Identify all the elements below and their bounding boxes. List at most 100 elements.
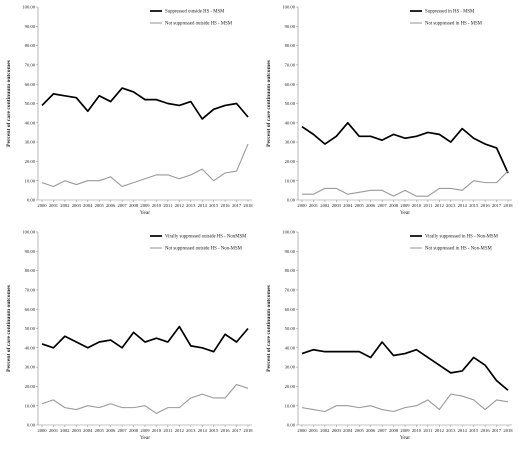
x-tick-label: 2014 xyxy=(198,428,208,433)
x-tick-label: 2013 xyxy=(446,428,456,433)
y-tick-label: 90.00 xyxy=(25,24,36,29)
x-tick-label: 2000 xyxy=(37,203,47,208)
x-tick-label: 2002 xyxy=(60,203,70,208)
x-tick-label: 2006 xyxy=(106,428,116,433)
x-tick-label: 2005 xyxy=(95,428,105,433)
y-tick-label: 60.00 xyxy=(285,82,296,87)
x-tick-label: 2000 xyxy=(297,203,307,208)
y-tick-label: 0.00 xyxy=(27,423,36,428)
x-tick-label: 2015 xyxy=(469,203,479,208)
y-tick-label: 100.00 xyxy=(282,230,295,235)
x-tick-label: 2009 xyxy=(400,203,410,208)
line-chart-1: 0.00 10.00 20.00 30.00 40.00 50.00 60.00 70.00 8… xyxy=(6,5,253,216)
y-tick-label: 90.00 xyxy=(285,249,296,254)
chart-panel-3: 0.00 10.00 20.00 30.00 40.00 50.00 60.00 70.00 8… xyxy=(0,225,260,450)
x-tick-label: 2001 xyxy=(309,203,319,208)
x-tick-label: 2007 xyxy=(378,428,388,433)
x-tick-label: 2004 xyxy=(83,428,93,433)
x-tick-label: 2004 xyxy=(343,428,353,433)
x-tick-label: 2001 xyxy=(49,428,59,433)
x-tick-label: 2005 xyxy=(355,428,365,433)
y-tick-label: 90.00 xyxy=(285,24,296,29)
x-tick-label: 2002 xyxy=(320,428,330,433)
legend-label-2: Not suppressed in HS - Non-MSM xyxy=(425,247,492,252)
y-tick-label: 70.00 xyxy=(285,288,296,293)
series-line-2 xyxy=(302,170,509,197)
y-tick-label: 50.00 xyxy=(25,326,36,331)
y-tick-label: 80.00 xyxy=(25,268,36,273)
x-tick-label: 2012 xyxy=(435,428,445,433)
x-tick-label: 2004 xyxy=(343,203,353,208)
y-tick-label: 40.00 xyxy=(285,120,296,125)
series-line-1 xyxy=(41,87,249,120)
y-axis-label: Percent of care continuum outcomes xyxy=(6,59,12,147)
x-tick-label: 2015 xyxy=(209,203,219,208)
line-chart-4: 0.00 10.00 20.00 30.00 40.00 50.00 60.00 70.00 8… xyxy=(266,230,513,441)
y-tick-label: 70.00 xyxy=(285,63,296,68)
x-tick-label: 2007 xyxy=(378,203,388,208)
x-tick-label: 2012 xyxy=(435,203,445,208)
legend-label-2: Not suppressed outside HS - Non-MSM xyxy=(165,247,243,252)
x-tick-label: 2015 xyxy=(209,428,219,433)
x-tick-label: 2011 xyxy=(163,428,173,433)
x-tick-label: 2017 xyxy=(492,203,502,208)
y-tick-label: 30.00 xyxy=(25,365,36,370)
y-tick-label: 10.00 xyxy=(25,178,36,183)
x-tick-label: 2008 xyxy=(129,203,139,208)
y-axis-label: Percent of care continuum outcomes xyxy=(6,284,12,372)
x-tick-label: 2014 xyxy=(198,203,208,208)
y-tick-label: 80.00 xyxy=(25,43,36,48)
x-tick-label: 2014 xyxy=(458,428,468,433)
x-tick-label: 2006 xyxy=(106,203,116,208)
y-tick-label: 60.00 xyxy=(25,307,36,312)
series-line-1 xyxy=(41,325,249,353)
series-line-1 xyxy=(301,341,509,391)
legend-label-2: Not suppressed outside HS - MSM xyxy=(165,22,233,27)
x-tick-label: 2006 xyxy=(366,203,376,208)
series-line-2 xyxy=(41,143,249,188)
y-tick-label: 100.00 xyxy=(282,5,295,10)
x-tick-label: 2014 xyxy=(458,203,468,208)
x-tick-label: 2016 xyxy=(221,203,231,208)
x-tick-label: 2018 xyxy=(243,203,253,208)
y-tick-label: 10.00 xyxy=(25,403,36,408)
x-tick-label: 2005 xyxy=(355,203,365,208)
y-tick-label: 20.00 xyxy=(25,159,36,164)
x-tick-label: 2011 xyxy=(163,203,173,208)
x-tick-label: 2005 xyxy=(95,203,105,208)
y-tick-label: 20.00 xyxy=(25,384,36,389)
y-tick-label: 0.00 xyxy=(27,198,36,203)
legend-label-1: Suppressed outside HS - MSM xyxy=(165,10,225,15)
x-tick-label: 2016 xyxy=(481,203,491,208)
x-tick-label: 2017 xyxy=(492,428,502,433)
x-tick-label: 2008 xyxy=(389,203,399,208)
line-chart-2: 0.00 10.00 20.00 30.00 40.00 50.00 60.00 70.00 8… xyxy=(266,5,513,216)
x-tick-label: 2012 xyxy=(175,203,185,208)
x-tick-label: 2010 xyxy=(152,428,162,433)
x-tick-label: 2010 xyxy=(412,203,422,208)
y-tick-label: 60.00 xyxy=(25,82,36,87)
x-tick-label: 2011 xyxy=(423,203,433,208)
x-tick-label: 2003 xyxy=(72,203,82,208)
series-line-2 xyxy=(301,393,509,413)
x-tick-label: 2002 xyxy=(320,203,330,208)
x-axis-label: Year xyxy=(140,435,150,441)
y-tick-label: 10.00 xyxy=(285,178,296,183)
x-tick-label: 2003 xyxy=(332,428,342,433)
x-tick-label: 2013 xyxy=(446,203,456,208)
y-tick-label: 0.00 xyxy=(287,423,296,428)
x-tick-label: 2018 xyxy=(503,203,513,208)
y-tick-label: 20.00 xyxy=(285,159,296,164)
x-tick-label: 2002 xyxy=(60,428,70,433)
x-tick-label: 2003 xyxy=(332,203,342,208)
x-tick-label: 2009 xyxy=(400,428,410,433)
x-tick-label: 2008 xyxy=(389,428,399,433)
chart-panel-1: 0.00 10.00 20.00 30.00 40.00 50.00 60.00 70.00 8… xyxy=(0,0,260,225)
x-tick-label: 2007 xyxy=(118,428,128,433)
y-tick-label: 40.00 xyxy=(25,120,36,125)
y-tick-label: 90.00 xyxy=(25,249,36,254)
x-tick-label: 2018 xyxy=(503,428,513,433)
y-tick-label: 10.00 xyxy=(285,403,296,408)
y-tick-label: 30.00 xyxy=(285,140,296,145)
